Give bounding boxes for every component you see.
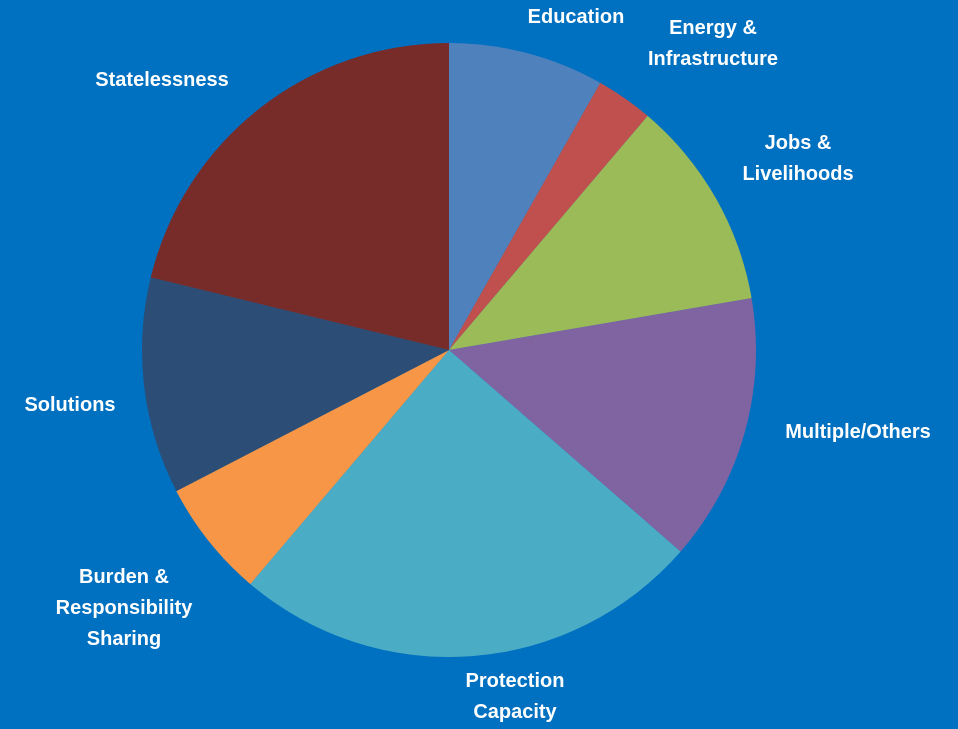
slice-label-line: Solutions xyxy=(24,394,115,416)
slice-label-line: Statelessness xyxy=(95,69,228,91)
slice-label-solutions: Solutions xyxy=(24,394,115,416)
slice-label-energy-infrastructure: Energy & Infrastructure xyxy=(648,17,778,70)
pie-slice-jobs-livelihoods xyxy=(449,115,752,351)
slice-label-education: Education xyxy=(528,6,625,28)
pie-slice-protection-capacity xyxy=(250,350,681,658)
slice-label-line: Education xyxy=(528,6,625,28)
pie-slices xyxy=(141,43,756,658)
pie-slice-burden-responsibility-sharing xyxy=(176,350,449,585)
slice-label-line: Protection xyxy=(466,670,565,692)
pie-slice-energy-infrastructure xyxy=(449,82,648,350)
slice-label-statelessness: Statelessness xyxy=(95,69,228,91)
slice-label-line: Infrastructure xyxy=(648,48,778,70)
slice-label-line: Jobs & xyxy=(765,132,832,154)
slice-label-line: Capacity xyxy=(473,701,557,723)
slice-label-multiple-others: Multiple/Others xyxy=(785,421,931,443)
slice-label-protection-capacity: Protection Capacity xyxy=(466,670,565,723)
pie-slice-multiple-others xyxy=(449,298,756,552)
slice-label-line: Energy & xyxy=(669,17,757,39)
pie-labels: Education Energy & Infrastructure Jobs & Liv… xyxy=(24,6,930,723)
slice-label-line: Sharing xyxy=(87,628,161,650)
slice-label-jobs-livelihoods: Jobs & Livelihoods xyxy=(742,132,853,185)
pie-slice-statelessness xyxy=(150,43,449,350)
slice-label-burden-responsibility-sharing: Burden & Responsibility Sharing xyxy=(56,566,194,650)
slice-label-line: Burden & xyxy=(79,566,169,588)
pie-slice-solutions xyxy=(141,277,450,492)
pie-slice-education xyxy=(449,43,601,350)
slice-label-line: Multiple/Others xyxy=(785,421,931,443)
slice-label-line: Responsibility xyxy=(56,597,194,619)
slice-label-line: Livelihoods xyxy=(742,163,853,185)
